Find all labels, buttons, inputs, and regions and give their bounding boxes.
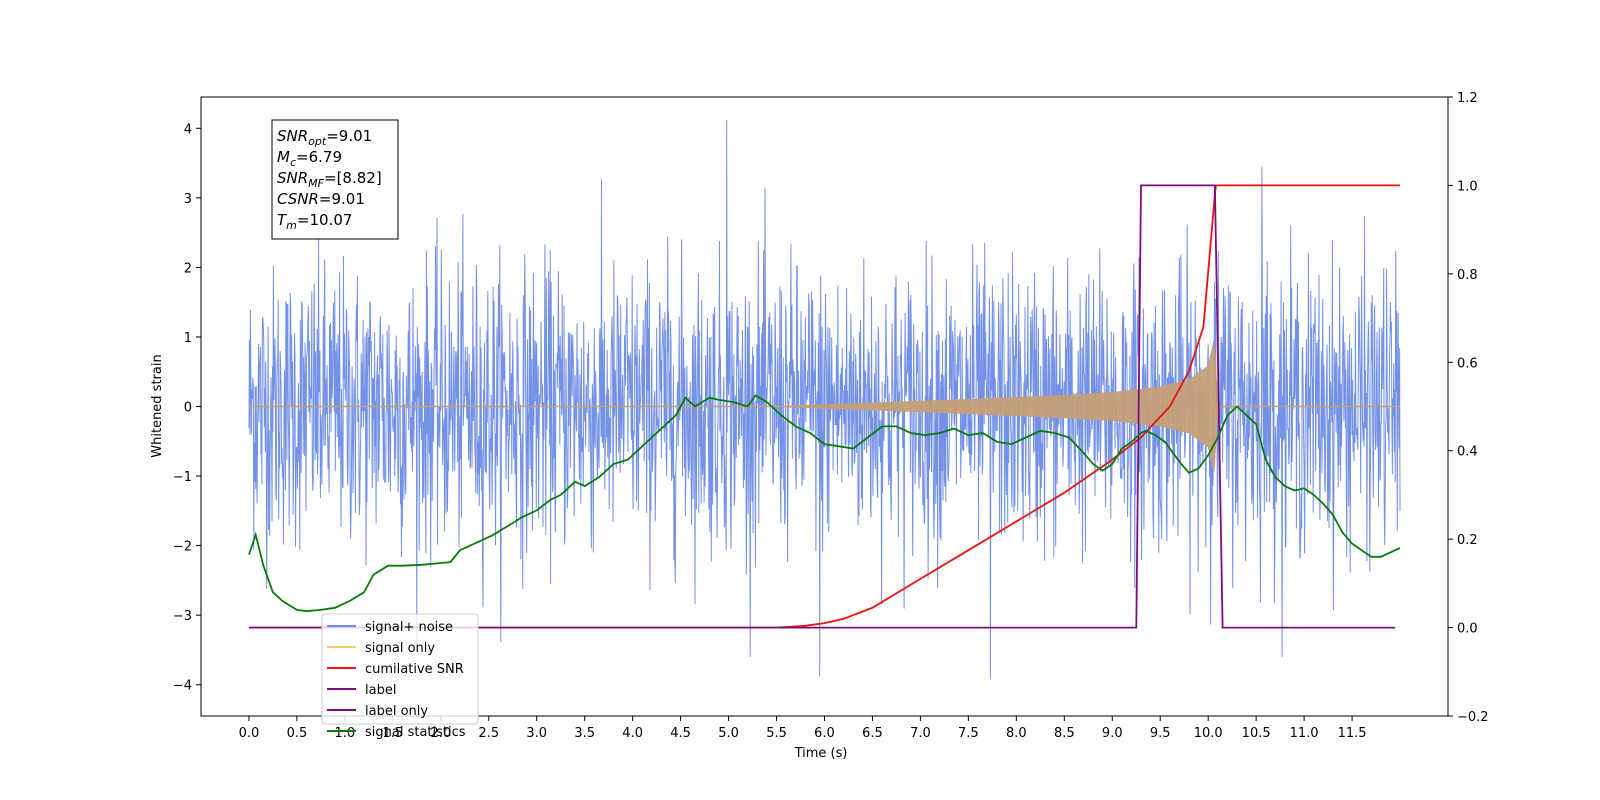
x-tick-label: 10.5: [1242, 726, 1271, 741]
legend-label: signal statistics: [365, 725, 466, 740]
x-tick-label: 4.0: [622, 726, 643, 741]
x-axis-label: Time (s): [794, 746, 848, 761]
x-tick-label: 10.0: [1194, 726, 1223, 741]
y-right-tick-label: 1.0: [1457, 179, 1478, 194]
y-right-tick-label: 0.4: [1457, 445, 1478, 460]
y-left-tick-label: −4: [173, 679, 192, 694]
x-tick-label: 11.5: [1338, 726, 1367, 741]
legend-label: label only: [365, 704, 428, 719]
x-tick-label: 5.5: [766, 726, 787, 741]
y-left-tick-label: 3: [184, 192, 192, 207]
y-left-tick-label: −1: [173, 470, 192, 485]
x-tick-label: 2.0: [430, 726, 451, 741]
y-right-tick-label: −0.2: [1457, 710, 1489, 725]
x-tick-label: 3.5: [574, 726, 595, 741]
y-left-tick-label: 4: [184, 122, 192, 137]
info-box-line: SNRMF=[8.82]: [277, 169, 382, 190]
y-left-tick-label: −3: [173, 609, 192, 624]
info-box-line: Mc=6.79: [277, 148, 342, 169]
legend-label: cumilative SNR: [365, 662, 464, 677]
y-left-tick-label: 0: [184, 401, 192, 416]
x-tick-label: 8.5: [1054, 726, 1075, 741]
x-tick-label: 1.5: [383, 726, 404, 741]
plot-area: [248, 119, 1401, 680]
x-tick-label: 8.0: [1006, 726, 1027, 741]
series-signal-statistics: [248, 394, 1401, 613]
x-tick-label: 0.5: [287, 726, 308, 741]
x-tick-label: 11.0: [1290, 726, 1319, 741]
info-box-line: CSNR=9.01: [277, 190, 365, 208]
y-axis-label-left: Whitened strain: [150, 354, 165, 457]
y-right-tick-label: 0.8: [1457, 268, 1478, 283]
x-tick-label: 9.0: [1102, 726, 1123, 741]
y-left-tick-label: 2: [184, 261, 192, 276]
legend-label: signal only: [365, 641, 435, 656]
x-tick-label: 7.0: [910, 726, 931, 741]
y-right-tick-label: 0.2: [1457, 533, 1478, 548]
y-right-axis-ticks: −0.2 0.0 0.2 0.4 0.6 0.8 1.0 1.2: [1448, 91, 1489, 725]
legend-frame: [321, 613, 479, 725]
info-box-line: SNRopt=9.01: [277, 127, 372, 148]
x-axis-ticks: 0.0 0.5 1.0 1.5 2.0 2.5 3.0 3.5 4.0 4.5 5.0 5.5 6.0 6…: [239, 716, 1367, 741]
y-left-axis-ticks: −4 −3 −2 −1 0 1 2 3 4: [173, 122, 201, 694]
info-box-frame: [271, 119, 399, 240]
series-label: [249, 184, 1396, 629]
y-right-tick-label: 0.6: [1457, 356, 1478, 371]
info-box-line: Tm=10.07: [277, 211, 352, 232]
y-left-tick-label: 1: [184, 331, 192, 346]
x-tick-label: 9.5: [1150, 726, 1171, 741]
x-tick-label: 0.0: [239, 726, 260, 741]
legend-label: label: [365, 683, 396, 698]
y-right-tick-label: 0.0: [1457, 622, 1478, 637]
x-tick-label: 3.0: [526, 726, 547, 741]
legend: signal+ noise signal only cumilative SNR la…: [321, 613, 479, 740]
x-tick-label: 1.0: [335, 726, 356, 741]
x-tick-label: 4.5: [670, 726, 691, 741]
x-tick-label: 2.5: [478, 726, 499, 741]
x-tick-label: 7.5: [958, 726, 979, 741]
x-tick-label: 6.5: [862, 726, 883, 741]
series-cumulative-snr: [249, 184, 1400, 629]
series-signal-noise: [248, 119, 1401, 680]
legend-label: signal+ noise: [365, 620, 453, 635]
y-left-tick-label: −2: [173, 540, 192, 555]
x-tick-label: 6.0: [814, 726, 835, 741]
x-tick-label: 5.0: [718, 726, 739, 741]
y-right-tick-label: 1.2: [1457, 91, 1478, 106]
